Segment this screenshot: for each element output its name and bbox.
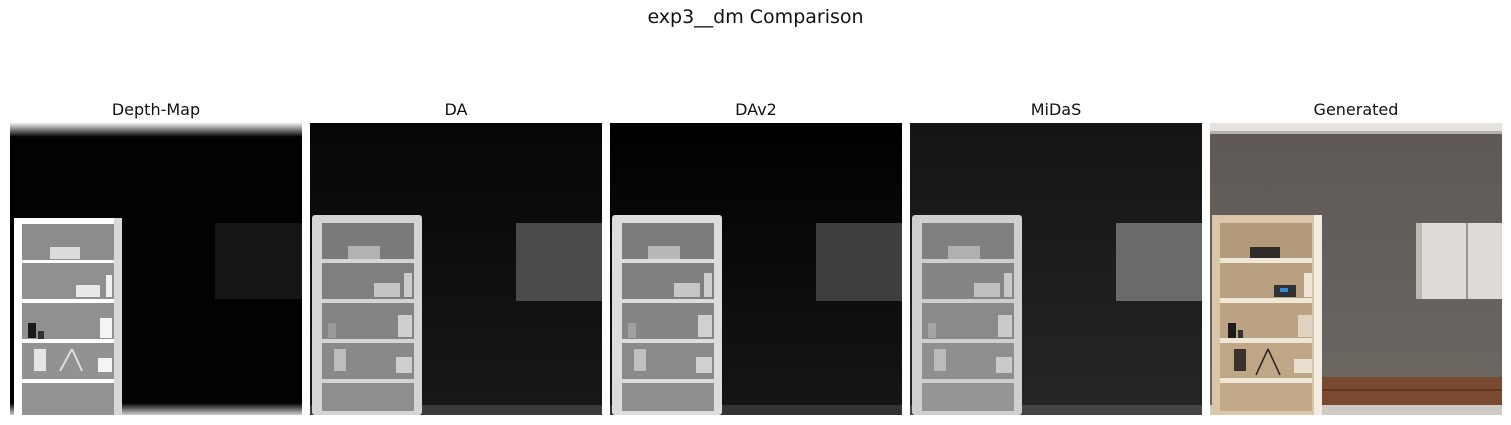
- panel-title: Generated: [1313, 100, 1399, 119]
- panel-title: DA: [444, 100, 468, 119]
- panel-generated: Generated: [1210, 97, 1502, 415]
- panel-midas: MiDaS: [910, 97, 1202, 415]
- panel-depth-map: Depth-Map: [10, 97, 302, 415]
- da-depth-image: [310, 123, 602, 415]
- midas-depth-image: [910, 123, 1202, 415]
- panel-title: DAv2: [735, 100, 777, 119]
- depth-map-image: [10, 123, 302, 415]
- generated-room-image: [1210, 123, 1502, 415]
- panel-dav2: DAv2: [610, 97, 902, 415]
- dav2-depth-image: [610, 123, 902, 415]
- panel-da: DA: [310, 97, 602, 415]
- panel-title: Depth-Map: [111, 100, 201, 119]
- panel-title: MiDaS: [1030, 100, 1082, 119]
- figure-title: exp3__dm Comparison: [647, 6, 864, 28]
